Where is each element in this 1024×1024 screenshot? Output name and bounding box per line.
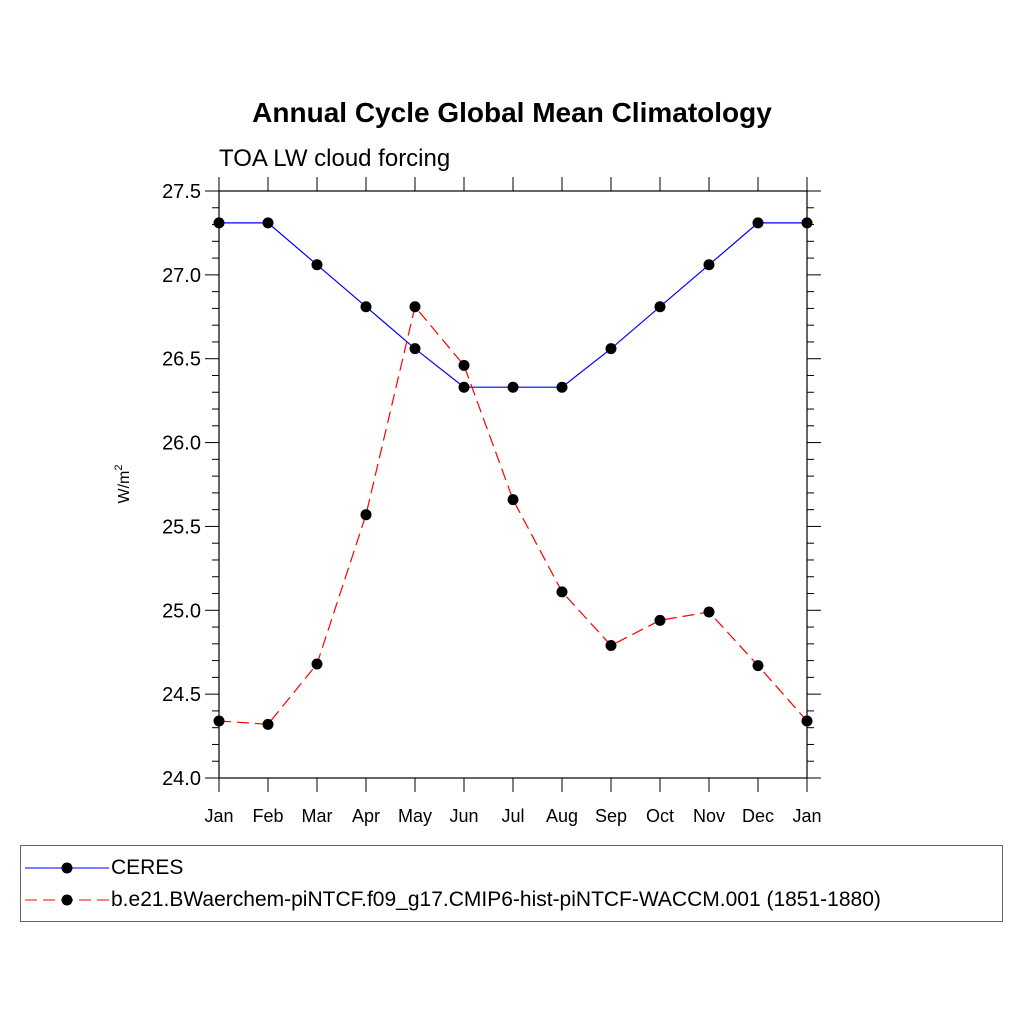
data-point <box>213 217 225 229</box>
series-line <box>219 222 807 388</box>
data-point <box>801 217 813 229</box>
data-point <box>801 715 813 727</box>
data-point <box>752 660 764 672</box>
data-point <box>605 640 617 652</box>
y-tick-label: 26.0 <box>162 433 201 455</box>
x-tick-label: Apr <box>352 806 380 826</box>
y-tick-label: 27.5 <box>162 181 201 203</box>
legend-label-model: b.e21.BWaerchem-piNTCF.f09_g17.CMIP6-his… <box>111 888 881 911</box>
series-1 <box>213 301 813 730</box>
y-tick-labels: 24.0 24.5 25.0 25.5 26.0 26.5 27.0 27.5 <box>162 181 201 790</box>
data-point <box>507 494 519 506</box>
y-axis-label-exponent: 2 <box>113 465 125 471</box>
data-point <box>311 658 323 670</box>
data-point <box>556 381 568 393</box>
data-point <box>458 359 470 371</box>
x-tick-label: Nov <box>693 806 725 826</box>
plot-frame <box>218 190 808 779</box>
chart-subtitle: TOA LW cloud forcing <box>219 145 450 172</box>
data-point <box>262 718 274 730</box>
y-tick-label: 24.5 <box>162 684 201 706</box>
legend-sample-ceres <box>25 862 109 874</box>
chart-title: Annual Cycle Global Mean Climatology <box>252 97 772 128</box>
data-point <box>703 259 715 271</box>
legend-item-model: b.e21.BWaerchem-piNTCF.f09_g17.CMIP6-his… <box>21 885 881 915</box>
x-tick-label: Sep <box>595 806 627 826</box>
data-point <box>654 301 666 313</box>
series-layer <box>213 217 813 730</box>
legend-sample-model <box>25 894 109 906</box>
x-tick-label: Oct <box>646 806 674 826</box>
data-point <box>556 586 568 598</box>
chart: Annual Cycle Global Mean Climatology TOA… <box>113 97 822 826</box>
data-point <box>507 381 519 393</box>
data-point <box>213 715 225 727</box>
data-point <box>311 259 323 271</box>
y-tick-label: 25.5 <box>162 516 201 538</box>
data-point <box>458 381 470 393</box>
legend: CERES b.e21.BWaerchem-piNTCF.f09_g17.CMI… <box>20 845 1003 922</box>
x-tick-label: Jul <box>501 806 524 826</box>
y-tick-label: 27.0 <box>162 265 201 287</box>
data-point <box>654 614 666 626</box>
data-point <box>262 217 274 229</box>
legend-item-ceres: CERES <box>21 853 183 883</box>
axis-ticks <box>205 177 821 792</box>
x-tick-label: May <box>398 806 432 826</box>
data-point <box>703 606 715 618</box>
series-0 <box>213 217 813 393</box>
x-tick-label: Dec <box>742 806 774 826</box>
series-line <box>218 305 808 725</box>
y-axis-label-unit: W/m <box>116 471 133 504</box>
data-point <box>360 301 372 313</box>
x-tick-label: Mar <box>302 806 333 826</box>
data-point <box>360 509 372 521</box>
x-tick-label: Feb <box>252 806 283 826</box>
x-tick-label: Jun <box>449 806 478 826</box>
data-point <box>605 343 617 355</box>
data-point <box>752 217 764 229</box>
y-axis-label: W/m2 <box>113 465 133 504</box>
y-tick-label: 26.5 <box>162 349 201 371</box>
y-tick-label: 25.0 <box>162 600 201 622</box>
x-tick-label: Aug <box>546 806 578 826</box>
x-tick-labels: Jan Feb Mar Apr May Jun Jul Aug Sep Oct Nov Dec Jan <box>204 806 821 826</box>
data-point <box>409 301 421 313</box>
x-tick-label: Jan <box>792 806 821 826</box>
legend-label-ceres: CERES <box>111 856 184 879</box>
y-tick-label: 24.0 <box>162 768 201 790</box>
data-point <box>409 343 421 355</box>
x-tick-label: Jan <box>204 806 233 826</box>
